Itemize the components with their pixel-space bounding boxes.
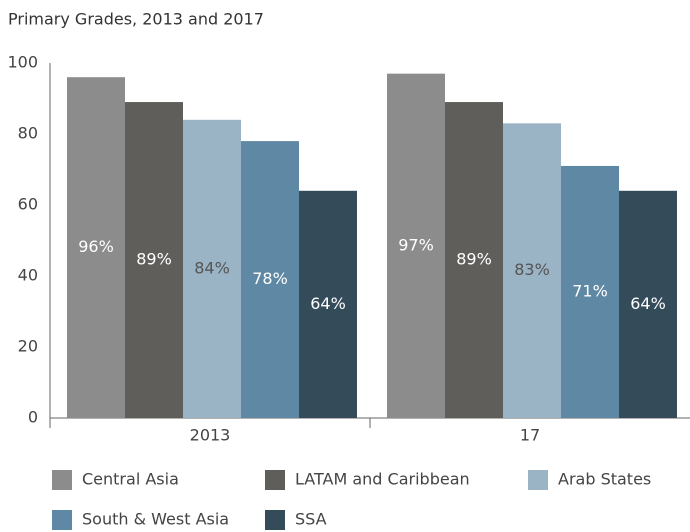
data-label: 64%: [630, 294, 666, 313]
bar: [387, 73, 445, 419]
data-label: 78%: [252, 269, 288, 288]
data-label: 96%: [78, 237, 114, 256]
bar: [67, 77, 125, 418]
y-tick-label: 80: [18, 124, 38, 143]
legend-swatch: [528, 470, 548, 490]
bar: [241, 141, 299, 418]
bar: [561, 165, 619, 418]
legend-swatch: [52, 470, 72, 490]
legend-label: Central Asia: [82, 470, 179, 489]
bar: [125, 102, 183, 419]
legend-label: Arab States: [558, 470, 651, 489]
x-tick-label: 17: [520, 426, 540, 445]
bar: [299, 190, 357, 418]
bar: [183, 119, 241, 419]
y-tick-label: 0: [28, 408, 38, 427]
y-tick-label: 20: [18, 337, 38, 356]
legend-label: South & West Asia: [82, 510, 229, 529]
legend-label: SSA: [295, 510, 327, 529]
data-label: 89%: [136, 250, 172, 269]
legend-swatch: [265, 510, 285, 530]
data-label: 71%: [572, 281, 608, 300]
bar: [619, 190, 677, 418]
y-tick-label: 60: [18, 195, 38, 214]
y-tick-label: 40: [18, 266, 38, 285]
legend-label: LATAM and Caribbean: [295, 470, 470, 489]
data-label: 97%: [398, 235, 434, 254]
data-label: 83%: [514, 260, 550, 279]
x-tick-label: 2013: [190, 426, 231, 445]
bar: [503, 123, 561, 418]
data-label: 84%: [194, 258, 230, 277]
chart-title: Primary Grades, 2013 and 2017: [8, 10, 264, 29]
bar: [445, 102, 503, 419]
y-tick-label: 100: [7, 53, 38, 72]
data-label: 89%: [456, 250, 492, 269]
legend-swatch: [265, 470, 285, 490]
data-label: 64%: [310, 294, 346, 313]
legend-swatch: [52, 510, 72, 530]
